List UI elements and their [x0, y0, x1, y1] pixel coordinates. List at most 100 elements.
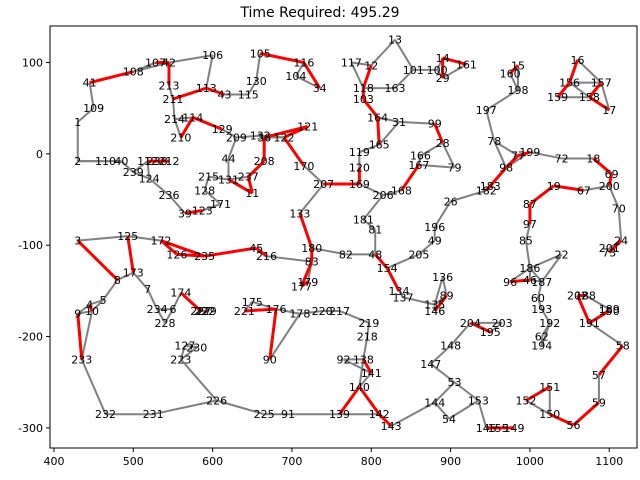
node-label: 207 [313, 178, 334, 191]
route-edge [433, 294, 448, 312]
route-edge [227, 178, 254, 195]
route-edge [588, 95, 611, 112]
x-tick-label: 800 [361, 455, 382, 468]
network-edge [299, 309, 323, 315]
network-edge [402, 296, 435, 306]
route-edge [374, 253, 389, 270]
route-edge [362, 98, 379, 119]
node-label: 201 [599, 242, 620, 255]
network-edge [417, 155, 422, 166]
node-label: 188 [575, 289, 596, 302]
node-label: 206 [373, 189, 394, 202]
route-edge [597, 344, 624, 376]
network-edge [299, 183, 325, 214]
y-tick-label: 0 [36, 148, 43, 161]
network-edge [275, 308, 301, 315]
route-edge [205, 86, 226, 96]
node-label: 89 [440, 289, 454, 302]
node-label: 192 [539, 317, 560, 330]
node-label: 234 [147, 303, 168, 316]
node-label: 49 [428, 235, 442, 248]
network-edge [529, 267, 543, 283]
node-label: 144 [424, 396, 445, 409]
route-edge [528, 184, 555, 206]
node-label: 168 [391, 184, 412, 197]
route-edge [588, 81, 603, 99]
network-edge [80, 310, 94, 360]
node-label: 6 [169, 303, 176, 316]
network-edge [434, 381, 456, 404]
node-label: 48 [368, 248, 382, 261]
node-label: 4 [86, 299, 93, 312]
network-edge [433, 276, 444, 305]
network-edge [184, 344, 197, 349]
node-label: 141 [361, 367, 382, 380]
route-edge [246, 176, 254, 194]
node-label: 56 [567, 419, 581, 432]
node-label: 203 [492, 317, 513, 330]
node-label: 226 [206, 395, 227, 408]
node-label: 170 [293, 160, 314, 173]
network-edge [350, 62, 365, 89]
node-label: 200 [599, 180, 620, 193]
route-edge [362, 358, 373, 374]
route-edge [282, 136, 306, 167]
route-edge [517, 150, 531, 158]
route-edge [259, 51, 305, 65]
node-label: 130 [246, 75, 267, 88]
node-label: 114 [182, 111, 203, 124]
node-label: 161 [456, 58, 477, 71]
node-label: 87 [523, 198, 537, 211]
route-edge [556, 81, 571, 99]
route-edge [268, 308, 278, 360]
node-label: 124 [139, 173, 160, 186]
node-label: 119 [349, 146, 370, 159]
network-edge [362, 336, 369, 360]
route-edge [549, 412, 575, 427]
node-label: 213 [158, 79, 179, 92]
node-label: 160 [500, 67, 521, 80]
node-label: 121 [297, 120, 318, 133]
network-edge [529, 253, 563, 269]
node-label: 117 [341, 57, 362, 70]
network-edge [77, 310, 93, 315]
network-edge [433, 200, 452, 228]
node-label: 208 [254, 155, 275, 168]
route-edge [204, 246, 257, 258]
route-edge [378, 413, 393, 428]
node-label: 34 [313, 82, 327, 95]
network-edge [418, 239, 436, 256]
node-label: 45 [249, 242, 263, 255]
node-label: 211 [162, 93, 183, 106]
node-label: 104 [285, 70, 306, 83]
node-label: 69 [605, 168, 619, 181]
node-label: 134 [389, 285, 410, 298]
node-label: 202 [567, 289, 588, 302]
node-label: 16 [571, 54, 585, 67]
route-edge [376, 117, 381, 145]
node-label: 193 [531, 303, 552, 316]
node-label: 230 [186, 342, 207, 355]
node-label: 10 [85, 305, 99, 318]
node-label: 239 [123, 166, 144, 179]
network-edge [529, 278, 542, 283]
node-label: 108 [123, 66, 144, 79]
node-label: 150 [539, 408, 560, 421]
network-edge [295, 62, 305, 77]
network-edge [77, 235, 128, 242]
network-edge [449, 322, 472, 347]
node-label: 215 [198, 171, 219, 184]
node-label: 8 [114, 274, 121, 287]
node-label: 70 [612, 203, 626, 216]
route-edge [172, 86, 207, 101]
network-edge [608, 185, 620, 210]
route-edge [160, 239, 206, 258]
node-label: 118 [353, 82, 374, 95]
route-edge [568, 59, 579, 84]
node-label: 147 [420, 358, 441, 371]
node-label: 138 [353, 353, 374, 366]
node-label: 82 [339, 248, 353, 261]
node-label: 29 [436, 72, 450, 85]
node-label: 237 [238, 171, 259, 184]
route-edge [255, 246, 268, 258]
